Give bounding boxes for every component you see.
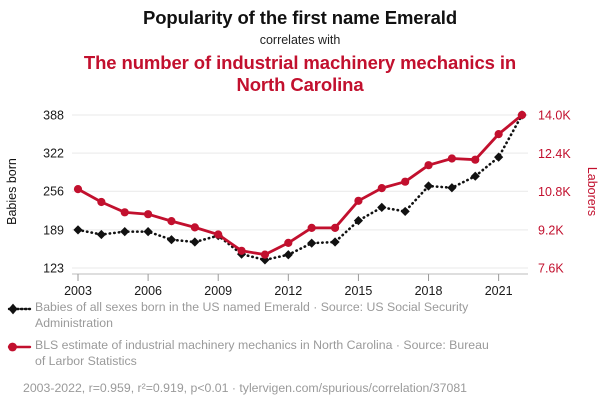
series-0-point-10 [307, 238, 317, 248]
title-connector: correlates with [259, 32, 341, 47]
series-0-point-11 [330, 237, 340, 247]
series-1-point-0 [73, 185, 83, 194]
y-axis-tick-label-left-4: 388 [43, 109, 64, 123]
series-1-point-12 [354, 196, 363, 205]
y-axis-title-left: Babies born [5, 158, 19, 225]
series-0-point-15 [423, 181, 434, 191]
chart-header: Popularity of the first name Emerald cor… [0, 0, 600, 95]
series-1-point-1 [97, 197, 106, 207]
series-0-point-12 [353, 216, 364, 226]
legend-item-laborers: BLS estimate of industrial machinery mec… [0, 338, 600, 369]
y-axis-tick-label-right-1: 9.2K [538, 223, 564, 237]
y-axis-tick-label-left-0: 123 [43, 262, 64, 276]
legend-label-babies: Babies of all sexes born in the US named… [35, 300, 469, 330]
series-0-point-5 [190, 237, 200, 247]
x-axis-tick-label-2: 2009 [204, 284, 232, 298]
y-axis-tick-label-right-3: 12.4K [538, 147, 571, 161]
series-1-point-3 [144, 210, 153, 219]
series-0-point-9 [283, 250, 293, 260]
red-circle-solid-marker-icon [7, 343, 32, 352]
x-axis-tick-label-0: 2003 [64, 284, 92, 298]
x-axis-tick-label-3: 2012 [274, 284, 302, 298]
series-1-point-4 [167, 217, 176, 226]
series-1-point-9 [284, 238, 293, 247]
y-axis-tick-label-right-2: 10.8K [538, 185, 571, 199]
y-axis-tick-label-left-1: 189 [43, 223, 64, 237]
chart-footer: 2003-2022, r=0.959, r²=0.919, p<0.01 · t… [0, 379, 600, 397]
series-0-point-1 [96, 229, 106, 240]
chart-plot-area: 123 189 256 322 388 7.6K 9.2K 10.8K 12.4K 14.0K Ba… [5, 109, 599, 299]
y-axis-title-right: Laborers [585, 167, 599, 216]
series-0-point-17 [470, 171, 480, 181]
x-axis-tick-label-1: 2006 [134, 284, 162, 298]
footer-stats-and-source: 2003-2022, r=0.959, r²=0.919, p<0.01 · t… [23, 380, 467, 395]
series-1-point-19 [517, 110, 527, 120]
series-1-point-15 [424, 161, 433, 170]
series-line-0 [76, 113, 524, 262]
series-0-point-14 [400, 206, 410, 217]
series-1-point-7 [237, 246, 246, 255]
series-0-point-13 [377, 202, 387, 212]
series-0-point-3 [143, 227, 153, 237]
series-1-point-6 [214, 230, 223, 239]
series-1-point-5 [190, 223, 199, 232]
series-1-point-18 [494, 130, 503, 139]
series-1-point-14 [401, 177, 410, 186]
y-axis-tick-label-left-3: 322 [43, 147, 64, 161]
legend-item-babies: Babies of all sexes born in the US named… [0, 300, 600, 331]
black-diamond-dotted-marker-icon [7, 303, 32, 315]
series-1-point-11 [330, 223, 340, 232]
series-1-point-16 [447, 154, 456, 163]
series-1-point-13 [377, 184, 386, 193]
page-subtitle: The number of industrial machinery mecha… [83, 51, 517, 95]
x-axis-tick-label-6: 2021 [485, 284, 513, 298]
y-axis-tick-label-right-0: 7.6K [538, 262, 564, 276]
series-1-point-17 [471, 155, 480, 164]
series-1-point-8 [260, 250, 270, 259]
y-axis-tick-label-right-4: 14.0K [538, 109, 571, 123]
series-0-point-0 [73, 225, 83, 235]
series-0-point-18 [494, 152, 504, 162]
series-0-point-4 [166, 235, 177, 245]
x-axis-tick-label-4: 2015 [345, 284, 373, 298]
chart-legend: Babies of all sexes born in the US named… [0, 300, 600, 397]
page-title: Popularity of the first name Emerald [142, 7, 458, 28]
series-0-point-2 [120, 227, 130, 237]
legend-label-laborers: BLS estimate of industrial machinery mec… [35, 338, 489, 369]
series-1-point-10 [307, 223, 316, 232]
x-axis-tick-label-5: 2018 [415, 284, 443, 298]
series-0-point-16 [447, 183, 457, 193]
series-0-point-8 [260, 255, 270, 265]
series-1-point-2 [120, 208, 129, 217]
y-axis-tick-label-left-2: 256 [43, 185, 64, 199]
